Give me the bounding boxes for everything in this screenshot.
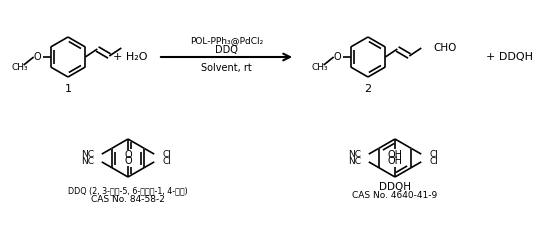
- Text: DDQ (2, 3-二氯-5, 6-二氰基-1, 4-苯醒): DDQ (2, 3-二氯-5, 6-二氰基-1, 4-苯醒): [68, 187, 188, 196]
- Text: O: O: [124, 150, 132, 160]
- Text: DDQ: DDQ: [215, 45, 238, 55]
- Text: OH: OH: [387, 150, 403, 160]
- Text: Solvent, rt: Solvent, rt: [201, 63, 252, 73]
- Text: + DDQH: + DDQH: [486, 52, 534, 62]
- Text: NC: NC: [348, 157, 361, 166]
- Text: OH: OH: [387, 156, 403, 166]
- Text: NC: NC: [81, 157, 94, 166]
- Text: POL-PPh₃@PdCl₂: POL-PPh₃@PdCl₂: [190, 36, 263, 46]
- Text: CH₃: CH₃: [12, 63, 28, 73]
- Text: CAS No. 4640-41-9: CAS No. 4640-41-9: [352, 192, 438, 200]
- Text: O: O: [334, 52, 341, 62]
- Text: Cl: Cl: [162, 150, 171, 159]
- Text: 1: 1: [64, 84, 71, 94]
- Text: NC: NC: [348, 150, 361, 159]
- Text: Cl: Cl: [429, 150, 438, 159]
- Text: 2: 2: [365, 84, 372, 94]
- Text: + H₂O: + H₂O: [113, 52, 147, 62]
- Text: NC: NC: [81, 150, 94, 159]
- Text: O: O: [34, 52, 42, 62]
- Text: Cl: Cl: [429, 157, 438, 166]
- Text: CH₃: CH₃: [311, 63, 328, 73]
- Text: O: O: [124, 156, 132, 166]
- Text: CHO: CHO: [433, 43, 456, 53]
- Text: CAS No. 84-58-2: CAS No. 84-58-2: [91, 195, 165, 204]
- Text: DDQH: DDQH: [379, 182, 411, 192]
- Text: Cl: Cl: [162, 157, 171, 166]
